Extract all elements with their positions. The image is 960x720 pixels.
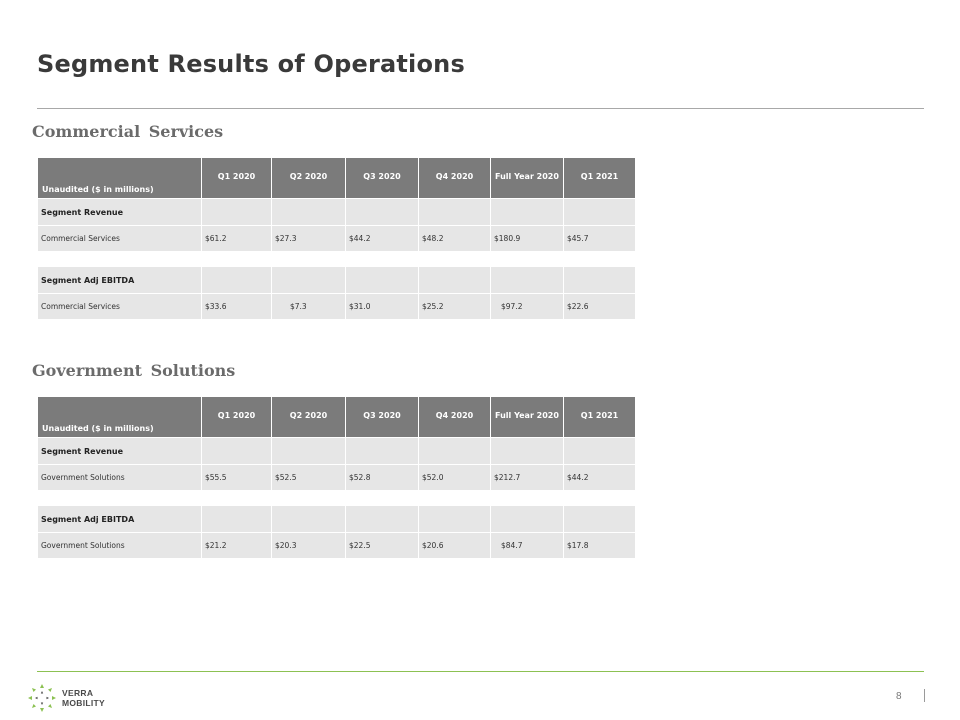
- table-cell: $22.6: [563, 293, 636, 320]
- column-header-q1-2020: Q1 2020: [201, 396, 272, 438]
- table-cell: $52.5: [271, 464, 346, 491]
- column-header-q1-2020: Q1 2020: [201, 157, 272, 199]
- table-header-row: Unaudited ($ in millions) Q1 2020 Q2 202…: [37, 396, 636, 438]
- table-cell: $97.2: [490, 293, 564, 320]
- segment-ebitda-label: Segment Adj EBITDA: [37, 505, 202, 533]
- row-label: Government Solutions: [37, 464, 202, 491]
- table-cell: $45.7: [563, 225, 636, 252]
- logo-wordmark: VERRA MOBILITY: [62, 688, 106, 708]
- column-header-q1-2021: Q1 2021: [563, 396, 636, 438]
- government-solutions-table: Unaudited ($ in millions) Q1 2020 Q2 202…: [37, 396, 636, 559]
- row-label: Government Solutions: [37, 532, 202, 559]
- table-cell: $52.0: [418, 464, 491, 491]
- page-number-divider: [924, 689, 925, 702]
- table-cell: $31.0: [345, 293, 419, 320]
- table-cell: $20.3: [271, 532, 346, 559]
- logo-line-1: VERRA: [62, 688, 94, 698]
- table-cell: $25.2: [418, 293, 491, 320]
- unaudited-label: Unaudited ($ in millions): [37, 396, 202, 438]
- table-row: Government Solutions $21.2 $20.3 $22.5 $…: [37, 532, 636, 559]
- table-cell: $55.5: [201, 464, 272, 491]
- table-cell: $52.8: [345, 464, 419, 491]
- table-cell: $7.3: [271, 293, 346, 320]
- page-number: 8: [896, 691, 902, 702]
- column-header-q4-2020: Q4 2020: [418, 396, 491, 438]
- title-divider: [37, 108, 924, 109]
- column-header-q4-2020: Q4 2020: [418, 157, 491, 199]
- table-cell: $21.2: [201, 532, 272, 559]
- table-cell: $22.5: [345, 532, 419, 559]
- verra-starburst-icon: [28, 684, 56, 712]
- segment-ebitda-label-row: Segment Adj EBITDA: [37, 505, 636, 533]
- column-header-q3-2020: Q3 2020: [345, 157, 419, 199]
- column-header-full-year-2020: Full Year 2020: [490, 396, 564, 438]
- column-header-q2-2020: Q2 2020: [271, 157, 346, 199]
- segment-revenue-label: Segment Revenue: [37, 437, 202, 465]
- table-cell: $48.2: [418, 225, 491, 252]
- commercial-services-table: Unaudited ($ in millions) Q1 2020 Q2 202…: [37, 157, 636, 320]
- segment-revenue-label-row: Segment Revenue: [37, 437, 636, 465]
- segment-ebitda-label: Segment Adj EBITDA: [37, 266, 202, 294]
- section-title-government: Government Solutions: [32, 361, 236, 380]
- segment-revenue-label-row: Segment Revenue: [37, 198, 636, 226]
- page-title: Segment Results of Operations: [37, 50, 465, 78]
- table-row: Commercial Services $61.2 $27.3 $44.2 $4…: [37, 225, 636, 252]
- unaudited-label: Unaudited ($ in millions): [37, 157, 202, 199]
- table-header-row: Unaudited ($ in millions) Q1 2020 Q2 202…: [37, 157, 636, 199]
- row-label: Commercial Services: [37, 225, 202, 252]
- footer-divider: [37, 671, 924, 672]
- section-title-commercial: Commercial Services: [32, 122, 224, 141]
- table-row: Commercial Services $33.6 $7.3 $31.0 $25…: [37, 293, 636, 320]
- column-header-q1-2021: Q1 2021: [563, 157, 636, 199]
- segment-ebitda-label-row: Segment Adj EBITDA: [37, 266, 636, 294]
- row-label: Commercial Services: [37, 293, 202, 320]
- table-cell: $180.9: [490, 225, 564, 252]
- table-cell: $44.2: [563, 464, 636, 491]
- logo-line-2: MOBILITY: [62, 697, 106, 708]
- table-cell: $27.3: [271, 225, 346, 252]
- table-cell: $84.7: [490, 532, 564, 559]
- table-row: Government Solutions $55.5 $52.5 $52.8 $…: [37, 464, 636, 491]
- column-header-q3-2020: Q3 2020: [345, 396, 419, 438]
- column-header-full-year-2020: Full Year 2020: [490, 157, 564, 199]
- column-header-q2-2020: Q2 2020: [271, 396, 346, 438]
- table-cell: $212.7: [490, 464, 564, 491]
- table-cell: $44.2: [345, 225, 419, 252]
- table-cell: $20.6: [418, 532, 491, 559]
- table-cell: $33.6: [201, 293, 272, 320]
- segment-revenue-label: Segment Revenue: [37, 198, 202, 226]
- table-cell: $61.2: [201, 225, 272, 252]
- table-cell: $17.8: [563, 532, 636, 559]
